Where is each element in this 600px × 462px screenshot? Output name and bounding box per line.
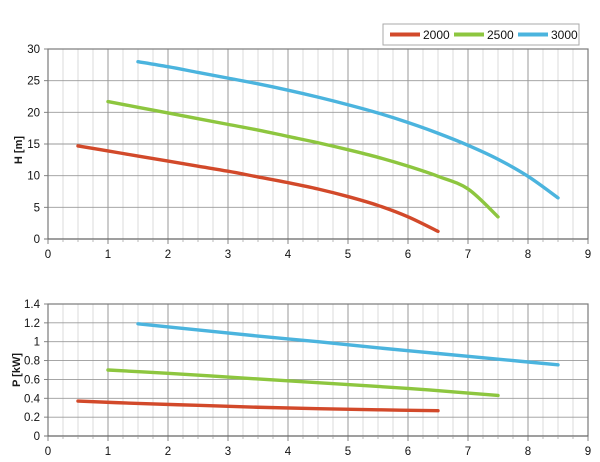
y-tick-label: 0.8 bbox=[24, 356, 40, 368]
x-tick-label: 1 bbox=[105, 249, 111, 261]
series-line-2000 bbox=[76, 399, 440, 413]
x-tick-label: 5 bbox=[345, 446, 351, 458]
y-tick-labels: 0 5 10 15 20 25 30 bbox=[27, 44, 40, 246]
y-tick-label: 0.2 bbox=[24, 412, 40, 424]
x-tick-label: 8 bbox=[525, 249, 531, 261]
y-tick-label: 0 bbox=[34, 234, 40, 246]
x-tick-label: 3 bbox=[225, 249, 231, 261]
x-tick-label: 7 bbox=[465, 446, 471, 458]
series-group bbox=[76, 322, 560, 413]
legend-label-3000: 3000 bbox=[551, 28, 578, 42]
y-tick-label: 5 bbox=[34, 202, 40, 214]
x-tick-label: 9 bbox=[585, 249, 591, 261]
x-tick-label: 6 bbox=[405, 249, 411, 261]
power-curve-chart: 0 1 2 3 4 5 6 7 8 9 0 0.2 0.4 0.6 0.8 1 1.2 1.4 P [kW] bbox=[0, 285, 600, 462]
x-tick-label: 9 bbox=[585, 446, 591, 458]
y-tick-label: 1 bbox=[34, 337, 40, 349]
series-line-2000 bbox=[76, 144, 440, 234]
y-tick-label: 0.4 bbox=[24, 393, 41, 405]
y-tick-label: 0 bbox=[34, 431, 40, 443]
series-line-2500 bbox=[106, 99, 500, 219]
x-tick-label: 4 bbox=[285, 249, 292, 261]
x-tick-labels: 0 1 2 3 4 5 6 7 8 9 bbox=[45, 446, 591, 458]
x-tick-labels: 0 1 2 3 4 5 6 7 8 9 bbox=[45, 249, 591, 261]
x-tick-label: 8 bbox=[525, 446, 531, 458]
y-tick-label: 1.2 bbox=[24, 318, 40, 330]
x-tick-label: 6 bbox=[405, 446, 411, 458]
head-curve-chart: 0 1 2 3 4 5 6 7 8 9 0 5 10 15 20 25 30 H [m] 2000 2500 3000 bbox=[13, 23, 591, 261]
x-tick-label: 4 bbox=[285, 446, 292, 458]
x-tick-label: 2 bbox=[165, 249, 171, 261]
x-tick-label: 1 bbox=[105, 446, 111, 458]
x-tick-label: 0 bbox=[45, 446, 51, 458]
y-tick-label: 1.4 bbox=[24, 299, 41, 311]
gridlines bbox=[47, 48, 589, 239]
y-tick-label: 0.6 bbox=[24, 374, 40, 386]
x-tick-label: 2 bbox=[165, 446, 171, 458]
legend: 2000 2500 3000 bbox=[382, 23, 580, 46]
power-curve-svg: 0 1 2 3 4 5 6 7 8 9 0 0.2 0.4 0.6 0.8 1 1.2 1.4 P [kW] bbox=[11, 299, 591, 458]
y-tick-label: 15 bbox=[27, 139, 40, 151]
x-tick-label: 0 bbox=[45, 249, 51, 261]
legend-label-2500: 2500 bbox=[487, 28, 514, 42]
y-tick-label: 20 bbox=[27, 107, 40, 119]
y-tick-labels: 0 0.2 0.4 0.6 0.8 1 1.2 1.4 bbox=[24, 299, 41, 443]
legend-label-2000: 2000 bbox=[423, 28, 450, 42]
series-line-2500 bbox=[106, 368, 500, 398]
series-line-3000 bbox=[136, 322, 560, 367]
x-tick-label: 5 bbox=[345, 249, 351, 261]
x-tick-label: 7 bbox=[465, 249, 471, 261]
y-axis-title: P [kW] bbox=[11, 353, 23, 387]
series-line-3000 bbox=[136, 59, 560, 200]
y-tick-label: 25 bbox=[27, 76, 40, 88]
x-tick-label: 3 bbox=[225, 446, 231, 458]
y-tick-label: 30 bbox=[27, 44, 40, 56]
y-axis-title: H [m] bbox=[13, 136, 25, 164]
head-curve-svg: 0 1 2 3 4 5 6 7 8 9 0 5 10 15 20 25 30 H [m] 2000 2500 3000 bbox=[13, 23, 591, 261]
series-group bbox=[76, 59, 560, 234]
y-tick-label: 10 bbox=[27, 171, 40, 183]
